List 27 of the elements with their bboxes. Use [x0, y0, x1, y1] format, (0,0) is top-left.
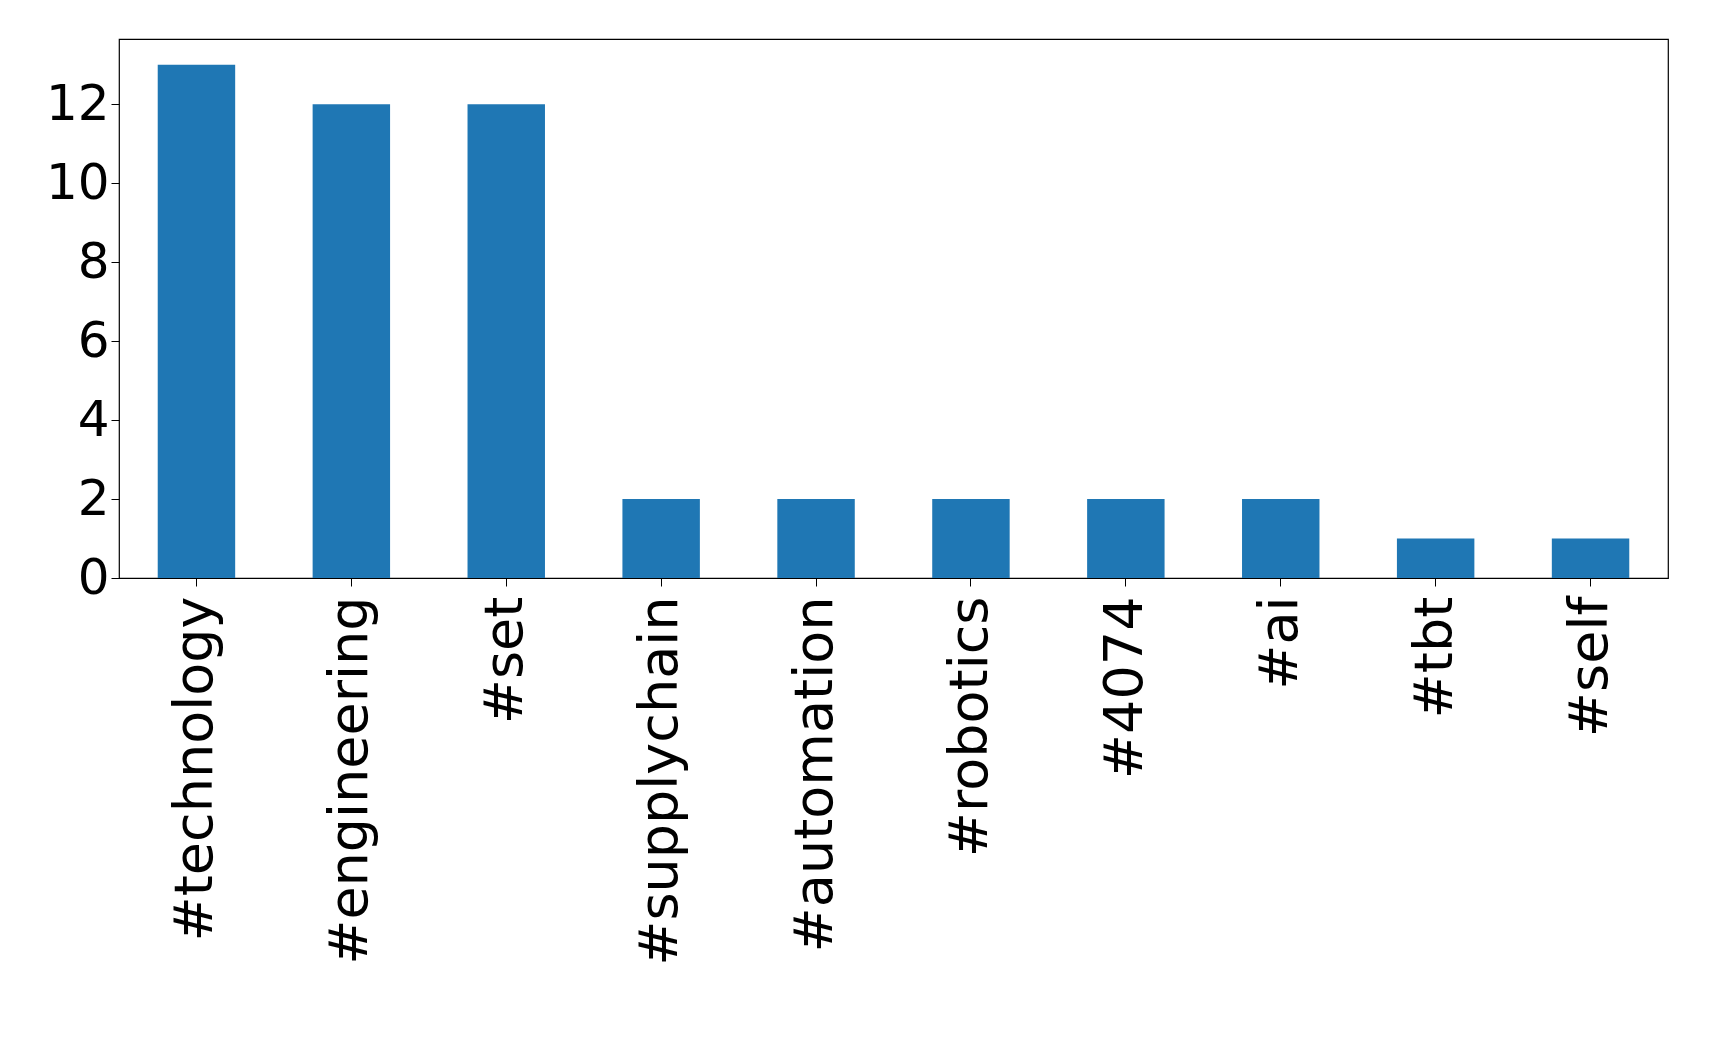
bar: [1087, 499, 1165, 578]
x-tick-label: #automation: [782, 596, 846, 953]
x-tick-label: #set: [472, 596, 536, 725]
bar: [932, 499, 1010, 578]
y-tick-label: 6: [77, 310, 110, 369]
y-tick-label: 8: [77, 231, 110, 290]
x-tick-label: #self: [1556, 594, 1620, 738]
x-tick-label: #ai: [1246, 596, 1310, 690]
x-tick-label: #engineering: [317, 596, 381, 965]
bar: [157, 64, 236, 578]
bar: [312, 104, 391, 578]
y-tick-label: 2: [77, 468, 110, 527]
bar: [622, 499, 700, 578]
y-tick-label: 12: [45, 73, 110, 132]
y-tick-label: 0: [77, 547, 110, 606]
x-tick-label: #technology: [162, 596, 226, 942]
y-tick-label: 10: [45, 152, 110, 211]
x-tick-label: #4074: [1091, 596, 1155, 780]
x-tick-label: #tbt: [1401, 596, 1465, 719]
bar: [1396, 538, 1475, 578]
bar: [1551, 538, 1630, 578]
bar: [467, 104, 545, 578]
x-tick-label: #robotics: [936, 596, 1000, 858]
y-tick-label: 4: [77, 389, 110, 448]
bar: [1242, 499, 1320, 578]
x-tick-label: #supplychain: [627, 596, 691, 966]
bar: [777, 499, 855, 578]
